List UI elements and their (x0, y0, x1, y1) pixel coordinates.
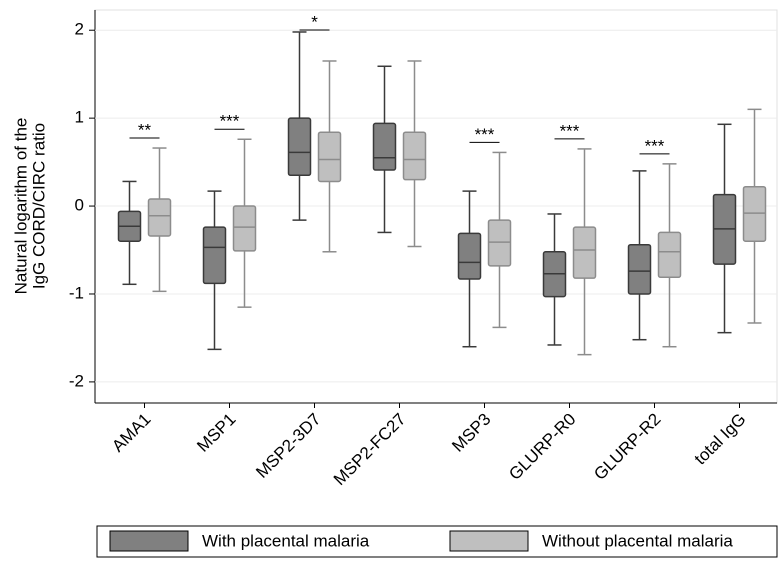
box (457, 232, 482, 280)
significance-label: *** (560, 121, 580, 140)
box (402, 131, 427, 181)
y-tick-label: 1 (75, 108, 84, 127)
legend-swatch (109, 530, 189, 552)
legend (96, 525, 778, 558)
significance-label: *** (645, 136, 665, 155)
y-tick-label: 2 (75, 20, 84, 39)
box (572, 226, 597, 279)
box (627, 243, 652, 295)
x-tick-label: MSP1 (193, 410, 239, 456)
x-tick-label: AMA1 (108, 410, 154, 456)
box (372, 122, 397, 171)
x-tick-label: MSP2-3D7 (252, 410, 324, 482)
x-tick-label: GLURP-R2 (590, 410, 664, 484)
legend-label: With placental malaria (202, 531, 370, 550)
x-tick-label: MSP2-FC27 (330, 410, 410, 490)
y-axis-label: IgG CORD/CIRC ratio (29, 123, 48, 289)
x-tick-label: MSP3 (448, 410, 494, 456)
box (317, 131, 342, 183)
box (657, 231, 682, 279)
box (487, 219, 512, 267)
box (287, 117, 312, 177)
significance-label: *** (220, 112, 240, 131)
x-tick-label: GLURP-R0 (505, 410, 579, 484)
y-tick-label: 0 (75, 196, 84, 215)
box (232, 205, 257, 252)
box (147, 198, 172, 237)
box (742, 185, 767, 242)
y-axis-label: Natural logarithm of the (11, 118, 30, 295)
legend-swatch (449, 530, 529, 552)
significance-label: ** (138, 121, 152, 140)
legend-label: Without placental malaria (542, 531, 733, 550)
box (202, 226, 227, 285)
significance-label: *** (475, 125, 495, 144)
y-tick-label: -2 (69, 371, 84, 390)
x-tick-label: total IgG (691, 410, 750, 469)
significance-label: * (311, 12, 318, 31)
y-tick-label: -1 (69, 283, 84, 302)
